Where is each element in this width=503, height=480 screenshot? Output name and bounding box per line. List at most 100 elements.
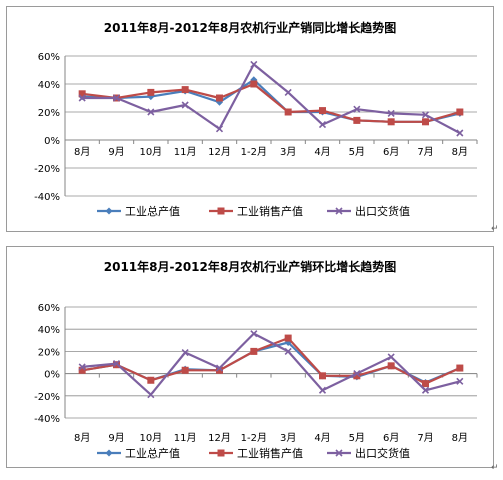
x-tick-label: 11月 — [174, 432, 197, 444]
data-point — [78, 94, 86, 102]
data-point — [319, 372, 326, 380]
y-tick-label: 40% — [38, 325, 60, 336]
data-point — [250, 80, 258, 88]
legend-label: 工业总产值 — [125, 446, 180, 460]
data-point — [112, 94, 121, 102]
data-point — [216, 94, 223, 102]
y-tick-label: 20% — [38, 347, 60, 358]
x-tick-label: 8月 — [74, 432, 90, 444]
x-tick-label: 10月 — [139, 432, 162, 444]
data-point — [353, 370, 361, 378]
chart-mom: 2011年8月-2012年8月农机行业产销环比增长趋势图 60% 40% 20% 0% -… — [34, 259, 478, 460]
y-tick-label: 0% — [44, 136, 60, 147]
data-point — [147, 88, 155, 96]
series-line — [82, 63, 461, 134]
y-tick-label: 60% — [38, 303, 60, 314]
data-point — [318, 121, 327, 129]
x-tick-label: 6月 — [383, 146, 399, 158]
data-point — [112, 360, 121, 368]
data-point — [215, 364, 224, 372]
legend-marker — [217, 207, 225, 215]
data-point — [387, 109, 395, 117]
x-tick-label: 11月 — [174, 146, 197, 158]
x-tick-label: 10月 — [139, 146, 162, 158]
legend-marker — [105, 449, 113, 457]
chart-title: 2011年8月-2012年8月农机行业产销环比增长趋势图 — [104, 259, 396, 274]
y-tick-label: -40% — [34, 414, 60, 425]
data-point — [181, 366, 189, 374]
data-point — [147, 376, 155, 384]
x-tick-label: 8月 — [74, 146, 90, 158]
data-point — [353, 105, 361, 113]
x-tick-label: 6月 — [383, 432, 399, 444]
data-point — [250, 60, 258, 68]
x-tick-label: 8月 — [452, 432, 468, 444]
x-tick-label: 12月 — [208, 432, 231, 444]
data-point — [318, 386, 327, 394]
x-tick-label: 1-2月 — [241, 432, 267, 444]
data-point — [456, 129, 464, 137]
legend-label: 工业销售产值 — [237, 204, 303, 218]
data-point — [181, 86, 189, 94]
data-point — [78, 366, 86, 374]
x-tick-label: 12月 — [208, 146, 231, 158]
x-tick-label: 5月 — [349, 146, 365, 158]
series-line — [82, 78, 461, 123]
data-point — [284, 334, 292, 342]
data-point — [422, 118, 429, 126]
paragraph-mark: ↵ — [491, 224, 499, 234]
paragraph-mark-2: ↵ — [491, 463, 499, 473]
data-point — [216, 366, 223, 374]
chart-panel-yoy: 2011年8月-2012年8月农机行业产销同比增长趋势图 60% 40% 20% 0% -… — [6, 6, 494, 232]
data-point — [456, 377, 464, 385]
x-tick-label: 3月 — [280, 432, 296, 444]
data-point — [147, 108, 155, 116]
x-tick-label: 9月 — [108, 432, 124, 444]
series-line — [82, 332, 461, 396]
data-point — [422, 380, 429, 388]
legend-label: 出口交货值 — [355, 446, 410, 460]
data-point — [78, 90, 86, 98]
data-point — [387, 353, 395, 361]
data-point — [284, 88, 292, 96]
chart-panel-mom: 2011年8月-2012年8月农机行业产销环比增长趋势图 60% 40% 20% 0% -… — [6, 246, 494, 468]
legend-label: 工业总产值 — [125, 204, 180, 218]
x-tick-label: 4月 — [314, 146, 330, 158]
data-point — [421, 386, 430, 394]
y-tick-label: 40% — [38, 80, 60, 91]
x-tick-label: 9月 — [108, 146, 124, 158]
legend-label: 出口交货值 — [355, 204, 410, 218]
y-tick-label: -20% — [34, 164, 60, 175]
data-point — [215, 125, 224, 133]
data-point — [250, 347, 258, 355]
data-point — [284, 108, 292, 116]
y-tick-label: -20% — [34, 392, 60, 403]
x-tick-label: 5月 — [349, 432, 365, 444]
data-point — [250, 330, 258, 338]
data-point — [147, 391, 155, 399]
y-tick-label: -40% — [34, 192, 60, 203]
chart-title: 2011年8月-2012年8月农机行业产销同比增长趋势图 — [104, 20, 396, 35]
series-line — [82, 336, 461, 385]
x-tick-label: 1-2月 — [241, 146, 267, 158]
data-point — [456, 364, 464, 372]
data-point — [353, 116, 361, 124]
legend-label: 工业销售产值 — [237, 446, 303, 460]
y-tick-label: 20% — [38, 108, 60, 119]
legend-marker — [105, 207, 113, 215]
series-line — [82, 82, 461, 123]
data-point — [456, 108, 464, 116]
x-tick-label: 4月 — [314, 432, 330, 444]
y-tick-label: 0% — [44, 370, 60, 381]
data-point — [387, 118, 395, 126]
y-tick-label: 60% — [38, 52, 60, 63]
legend-marker — [217, 449, 225, 457]
chart-yoy: 2011年8月-2012年8月农机行业产销同比增长趋势图 60% 40% 20% 0% -… — [34, 20, 478, 218]
x-tick-label: 7月 — [417, 432, 433, 444]
data-point — [181, 101, 189, 109]
data-point — [387, 362, 395, 370]
data-point — [181, 348, 189, 357]
legend-marker — [335, 449, 343, 457]
x-tick-label: 3月 — [280, 146, 296, 158]
x-tick-label: 7月 — [417, 146, 433, 158]
